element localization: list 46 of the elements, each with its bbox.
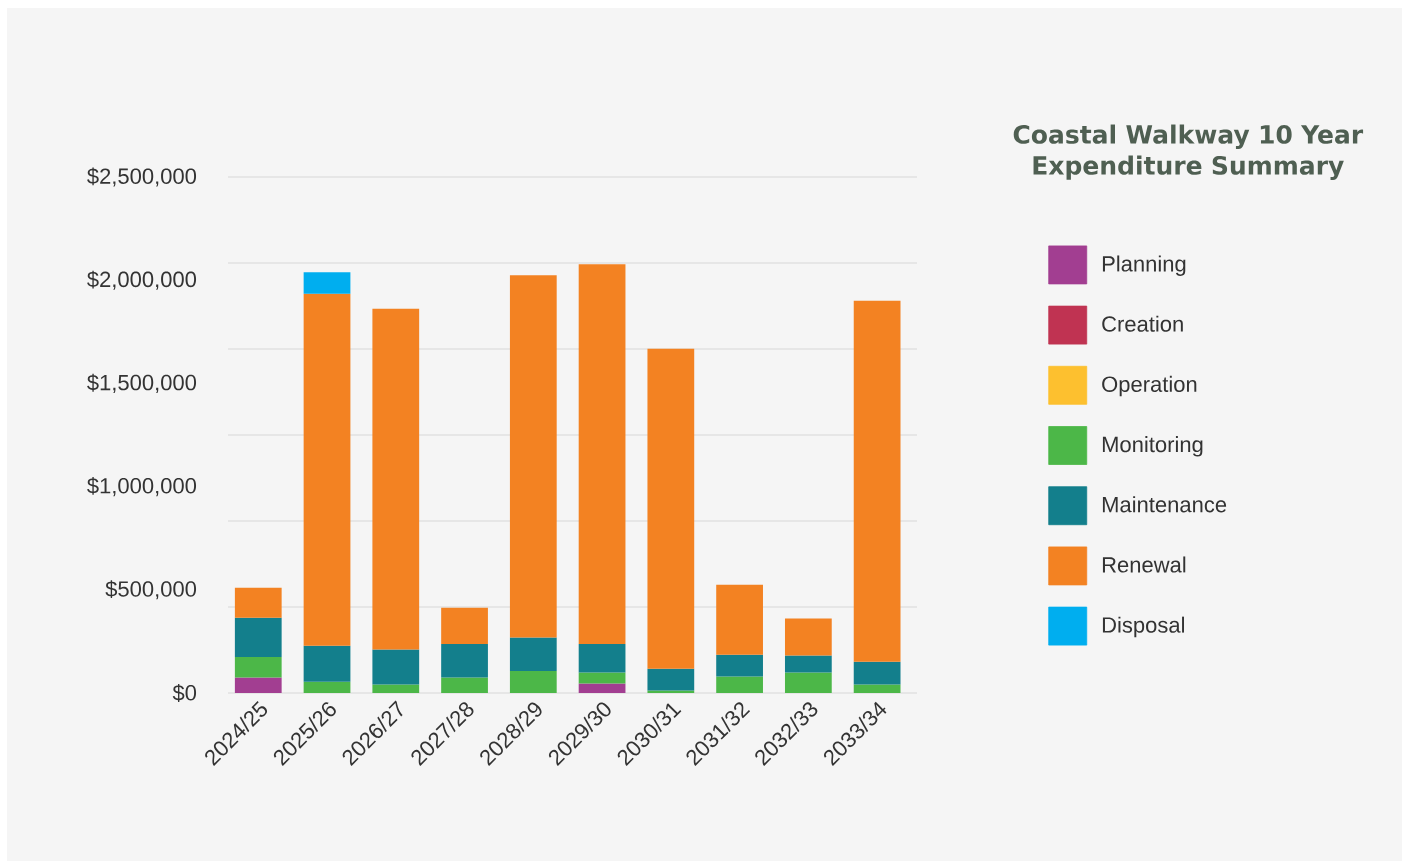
- bar: [509, 670, 557, 693]
- bar: [647, 348, 695, 669]
- bar: [784, 672, 832, 693]
- bar: [441, 643, 488, 678]
- bar: [372, 649, 420, 685]
- bar: [716, 584, 763, 655]
- bar: [578, 672, 626, 684]
- legend-label: Monitoring: [1102, 436, 1203, 457]
- bar: [647, 668, 695, 691]
- legend-label: Operation: [1102, 375, 1197, 397]
- bar: [234, 587, 282, 618]
- bar: [509, 275, 557, 638]
- y-tick-label: $2,500,000: [87, 167, 197, 187]
- bar: [578, 683, 626, 693]
- y-tick-label: $2,000,000: [87, 270, 197, 290]
- bar: [372, 684, 420, 693]
- bar: [441, 677, 488, 693]
- y-tick-label: $1,500,000: [87, 373, 197, 393]
- y-tick-label: $0: [172, 684, 197, 702]
- bar: [853, 661, 901, 685]
- legend-label: Maintenance: [1102, 496, 1227, 513]
- bar: [509, 637, 557, 671]
- legend-label: Planning: [1102, 255, 1186, 276]
- bar: [578, 264, 626, 644]
- bar: [716, 654, 763, 677]
- bar: [303, 645, 351, 682]
- y-tick-label: $500,000: [105, 580, 197, 600]
- bar: [303, 293, 351, 646]
- bar: [853, 300, 901, 662]
- bar: [303, 681, 351, 693]
- legend-label: Disposal: [1102, 616, 1184, 638]
- text: Coastal Walkway 10 Year Expenditure Summary: [1013, 124, 1364, 180]
- bar: [716, 676, 763, 693]
- bar: [784, 655, 832, 673]
- y-tick-label: $1,000,000: [87, 477, 197, 497]
- bar: [853, 684, 901, 693]
- bar: [784, 618, 832, 656]
- legend-label: Creation: [1102, 315, 1183, 332]
- bar: [234, 617, 282, 657]
- bar: [234, 677, 282, 693]
- bar: [372, 308, 420, 650]
- legend-label: Renewal: [1102, 556, 1186, 573]
- bar: [578, 643, 626, 673]
- bar: [234, 656, 282, 678]
- bar: [303, 272, 351, 294]
- bar: [441, 607, 488, 644]
